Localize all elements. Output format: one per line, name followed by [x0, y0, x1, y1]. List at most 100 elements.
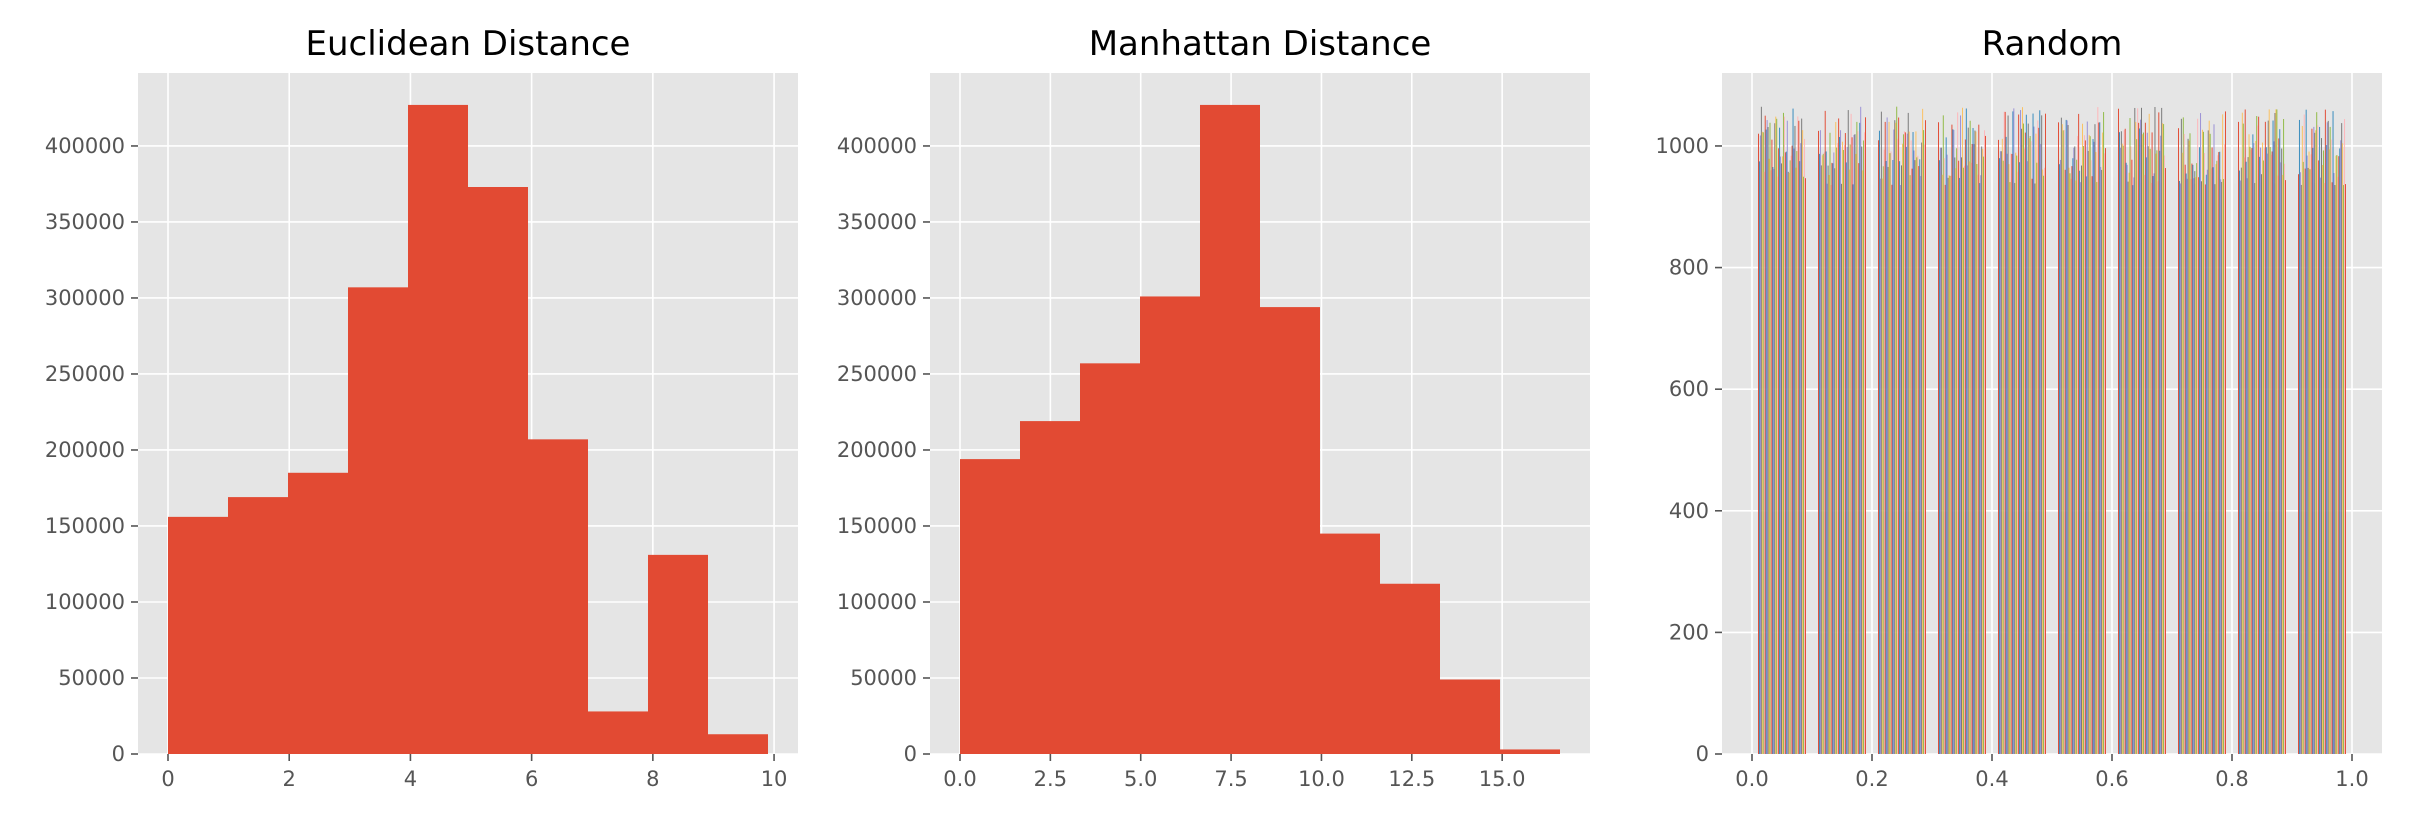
- histogram-bar: [2127, 181, 2129, 754]
- histogram-bar: [2010, 153, 2012, 754]
- histogram-bar: [2322, 164, 2323, 754]
- subplot-1: 0 2 4 6 8 10 0 50000 100000 150000 200000 250000 300…: [45, 24, 798, 791]
- histogram-bar: [1790, 155, 1792, 754]
- histogram-bar: [2022, 107, 2023, 755]
- histogram-bar: [2094, 124, 2096, 755]
- histogram-bar: [1783, 116, 1785, 754]
- histogram-bar: [2013, 108, 2015, 755]
- histogram-bar: [2139, 128, 2141, 754]
- histogram-bar: [2209, 133, 2211, 754]
- histogram-bar: [2065, 119, 2067, 754]
- histogram-bar: [2030, 141, 2032, 754]
- histogram-bar: [2260, 147, 2262, 754]
- histogram-bar: [1794, 125, 1796, 754]
- histogram-bar: [2225, 111, 2226, 754]
- x-tick-label: 15.0: [1479, 767, 1526, 791]
- histogram-bar: [2339, 148, 2341, 754]
- histogram-bar: [2003, 111, 2005, 755]
- histogram-bar: [1854, 134, 1856, 755]
- histogram-bar: [1918, 166, 1920, 754]
- histogram-bar: [2045, 113, 2046, 755]
- histogram-bar: [2216, 160, 2218, 754]
- histogram-bar: [1440, 679, 1500, 754]
- histogram-bar: [1882, 166, 1884, 754]
- histogram-bar: [2261, 174, 2262, 755]
- histogram-bar: [2142, 132, 2144, 755]
- histogram-bar: [2062, 130, 2064, 755]
- histogram-bar: [1951, 124, 1953, 755]
- histogram-bar: [2151, 132, 2153, 754]
- histogram-bar: [2242, 123, 2244, 755]
- histogram-bar: [1980, 175, 1982, 755]
- histogram-bar: [1965, 108, 1967, 755]
- histogram-bar: [1838, 118, 1840, 754]
- histogram-bar: [2185, 173, 2187, 754]
- histogram-bar: [1919, 159, 1921, 755]
- histogram-bar: [1959, 177, 1961, 754]
- histogram-bar: [2004, 111, 2006, 755]
- histogram-bar: [2187, 138, 2189, 754]
- chart-title: Euclidean Distance: [306, 24, 631, 64]
- histogram-bar: [2318, 160, 2320, 755]
- histogram-bar: [228, 497, 288, 754]
- histogram-bar: [1380, 583, 1440, 754]
- histogram-bar: [2322, 150, 2324, 755]
- histogram-bar: [1789, 160, 1791, 754]
- histogram-bar: [2252, 134, 2254, 754]
- x-tick-label: 6: [525, 767, 538, 791]
- histogram-bar: [1764, 115, 1766, 755]
- histogram-bar: [2213, 124, 2215, 754]
- histogram-bar: [2343, 185, 2345, 754]
- histogram-bar: [2069, 173, 2071, 754]
- histogram-bar: [2326, 122, 2328, 754]
- histogram-bar: [1788, 172, 1790, 754]
- histogram-bar: [1911, 168, 1913, 754]
- histogram-bar: [1860, 106, 1862, 755]
- histogram-bar: [2324, 109, 2326, 754]
- histogram-bar: [1983, 156, 1985, 754]
- histogram-bar: [2058, 164, 2060, 754]
- histogram-bar: [1797, 116, 1799, 754]
- histogram-bar: [2040, 143, 2042, 754]
- histogram-bar: [2155, 153, 2157, 754]
- histogram-bar: [2263, 148, 2265, 755]
- histogram-bar: [1834, 168, 1836, 754]
- histogram-bar: [2137, 108, 2139, 754]
- histogram-bar: [1900, 185, 1902, 755]
- histogram-bar: [1893, 129, 1895, 754]
- histogram-bar: [1778, 148, 1780, 754]
- histogram-bar: [2257, 125, 2259, 755]
- histogram-bar: [1818, 130, 1819, 754]
- histogram-bar: [2078, 113, 2080, 754]
- histogram-bar: [2189, 133, 2191, 754]
- histogram-bar: [2135, 121, 2137, 754]
- histogram-bar: [1758, 161, 1760, 754]
- histogram-bar: [2015, 152, 2017, 754]
- y-tick-label: 200: [1669, 620, 1709, 644]
- histogram-bar: [2316, 112, 2318, 754]
- histogram-bar: [2039, 110, 2041, 755]
- y-tick-label: 300000: [837, 286, 917, 310]
- histogram-bar: [1849, 144, 1851, 754]
- histogram-bar: [2276, 109, 2278, 754]
- histogram-bar: [2071, 166, 2073, 755]
- histogram-bar: [2284, 163, 2286, 755]
- histogram-bar: [2118, 132, 2120, 754]
- histogram-bar: [1773, 168, 1775, 755]
- histogram-bar: [2134, 107, 2136, 754]
- histogram-bar: [1827, 165, 1829, 754]
- x-tick-label: 0: [161, 767, 174, 791]
- histogram-bar: [1953, 129, 1955, 754]
- histogram-bar: [2023, 148, 2025, 755]
- histogram-bar: [2008, 164, 2010, 754]
- histogram-bar: [2224, 144, 2226, 755]
- histogram-bar: [1819, 130, 1821, 755]
- histogram-bar: [1949, 175, 1951, 754]
- histogram-bar: [1942, 115, 1944, 754]
- histogram-bar: [1782, 112, 1784, 755]
- histogram-bar: [2256, 116, 2258, 755]
- histogram-bar: [2038, 127, 2040, 755]
- histogram-bar: [1897, 138, 1899, 754]
- histogram-bar: [2221, 181, 2223, 754]
- histogram-bar: [1999, 151, 2001, 754]
